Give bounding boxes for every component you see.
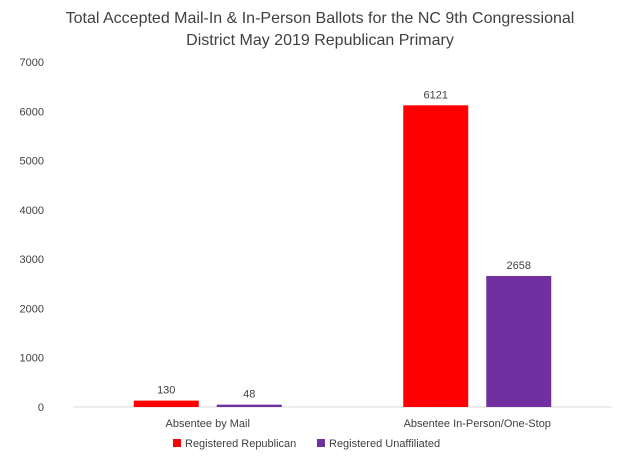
bars: 130 48 6121 2658: [133, 89, 552, 407]
y-tick-label-0: 0: [38, 402, 44, 414]
y-tick-label-7: 7000: [20, 57, 44, 69]
y-tick-label-2: 2000: [20, 303, 44, 315]
data-label-0-1: 48: [243, 389, 255, 401]
bar-0-0: [133, 400, 199, 407]
y-tick-label-1: 1000: [20, 353, 44, 365]
y-tick-label-5: 5000: [20, 156, 44, 168]
bar-1-0: [403, 105, 469, 407]
x-axis-labels: Absentee by Mail Absentee In-Person/One-S…: [166, 418, 551, 430]
bar-0-1: [216, 404, 282, 407]
y-tick-label-3: 3000: [20, 254, 44, 266]
x-tick-label-0: Absentee by Mail: [166, 418, 250, 430]
data-label-1-0: 6121: [424, 89, 448, 101]
y-tick-label-6: 6000: [20, 106, 44, 118]
y-tick-label-4: 4000: [20, 205, 44, 217]
chart-title-line-1: Total Accepted Mail-In & In-Person Ballo…: [66, 10, 575, 27]
legend: Registered Republican Registered Unaffili…: [173, 438, 440, 450]
legend-label-1: Registered Unaffiliated: [329, 438, 440, 450]
bar-1-1: [486, 275, 552, 407]
data-label-0-0: 130: [157, 385, 175, 397]
data-label-1-1: 2658: [507, 260, 531, 272]
x-tick-label-1: Absentee In-Person/One-Stop: [404, 418, 551, 430]
legend-swatch-0: [173, 439, 181, 447]
legend-swatch-1: [317, 439, 325, 447]
chart-title-line-2: District May 2019 Republican Primary: [186, 32, 454, 49]
legend-label-0: Registered Republican: [185, 438, 296, 450]
y-axis-ticks: 0 1000 2000 3000 4000 5000 6000 7000: [20, 57, 44, 414]
